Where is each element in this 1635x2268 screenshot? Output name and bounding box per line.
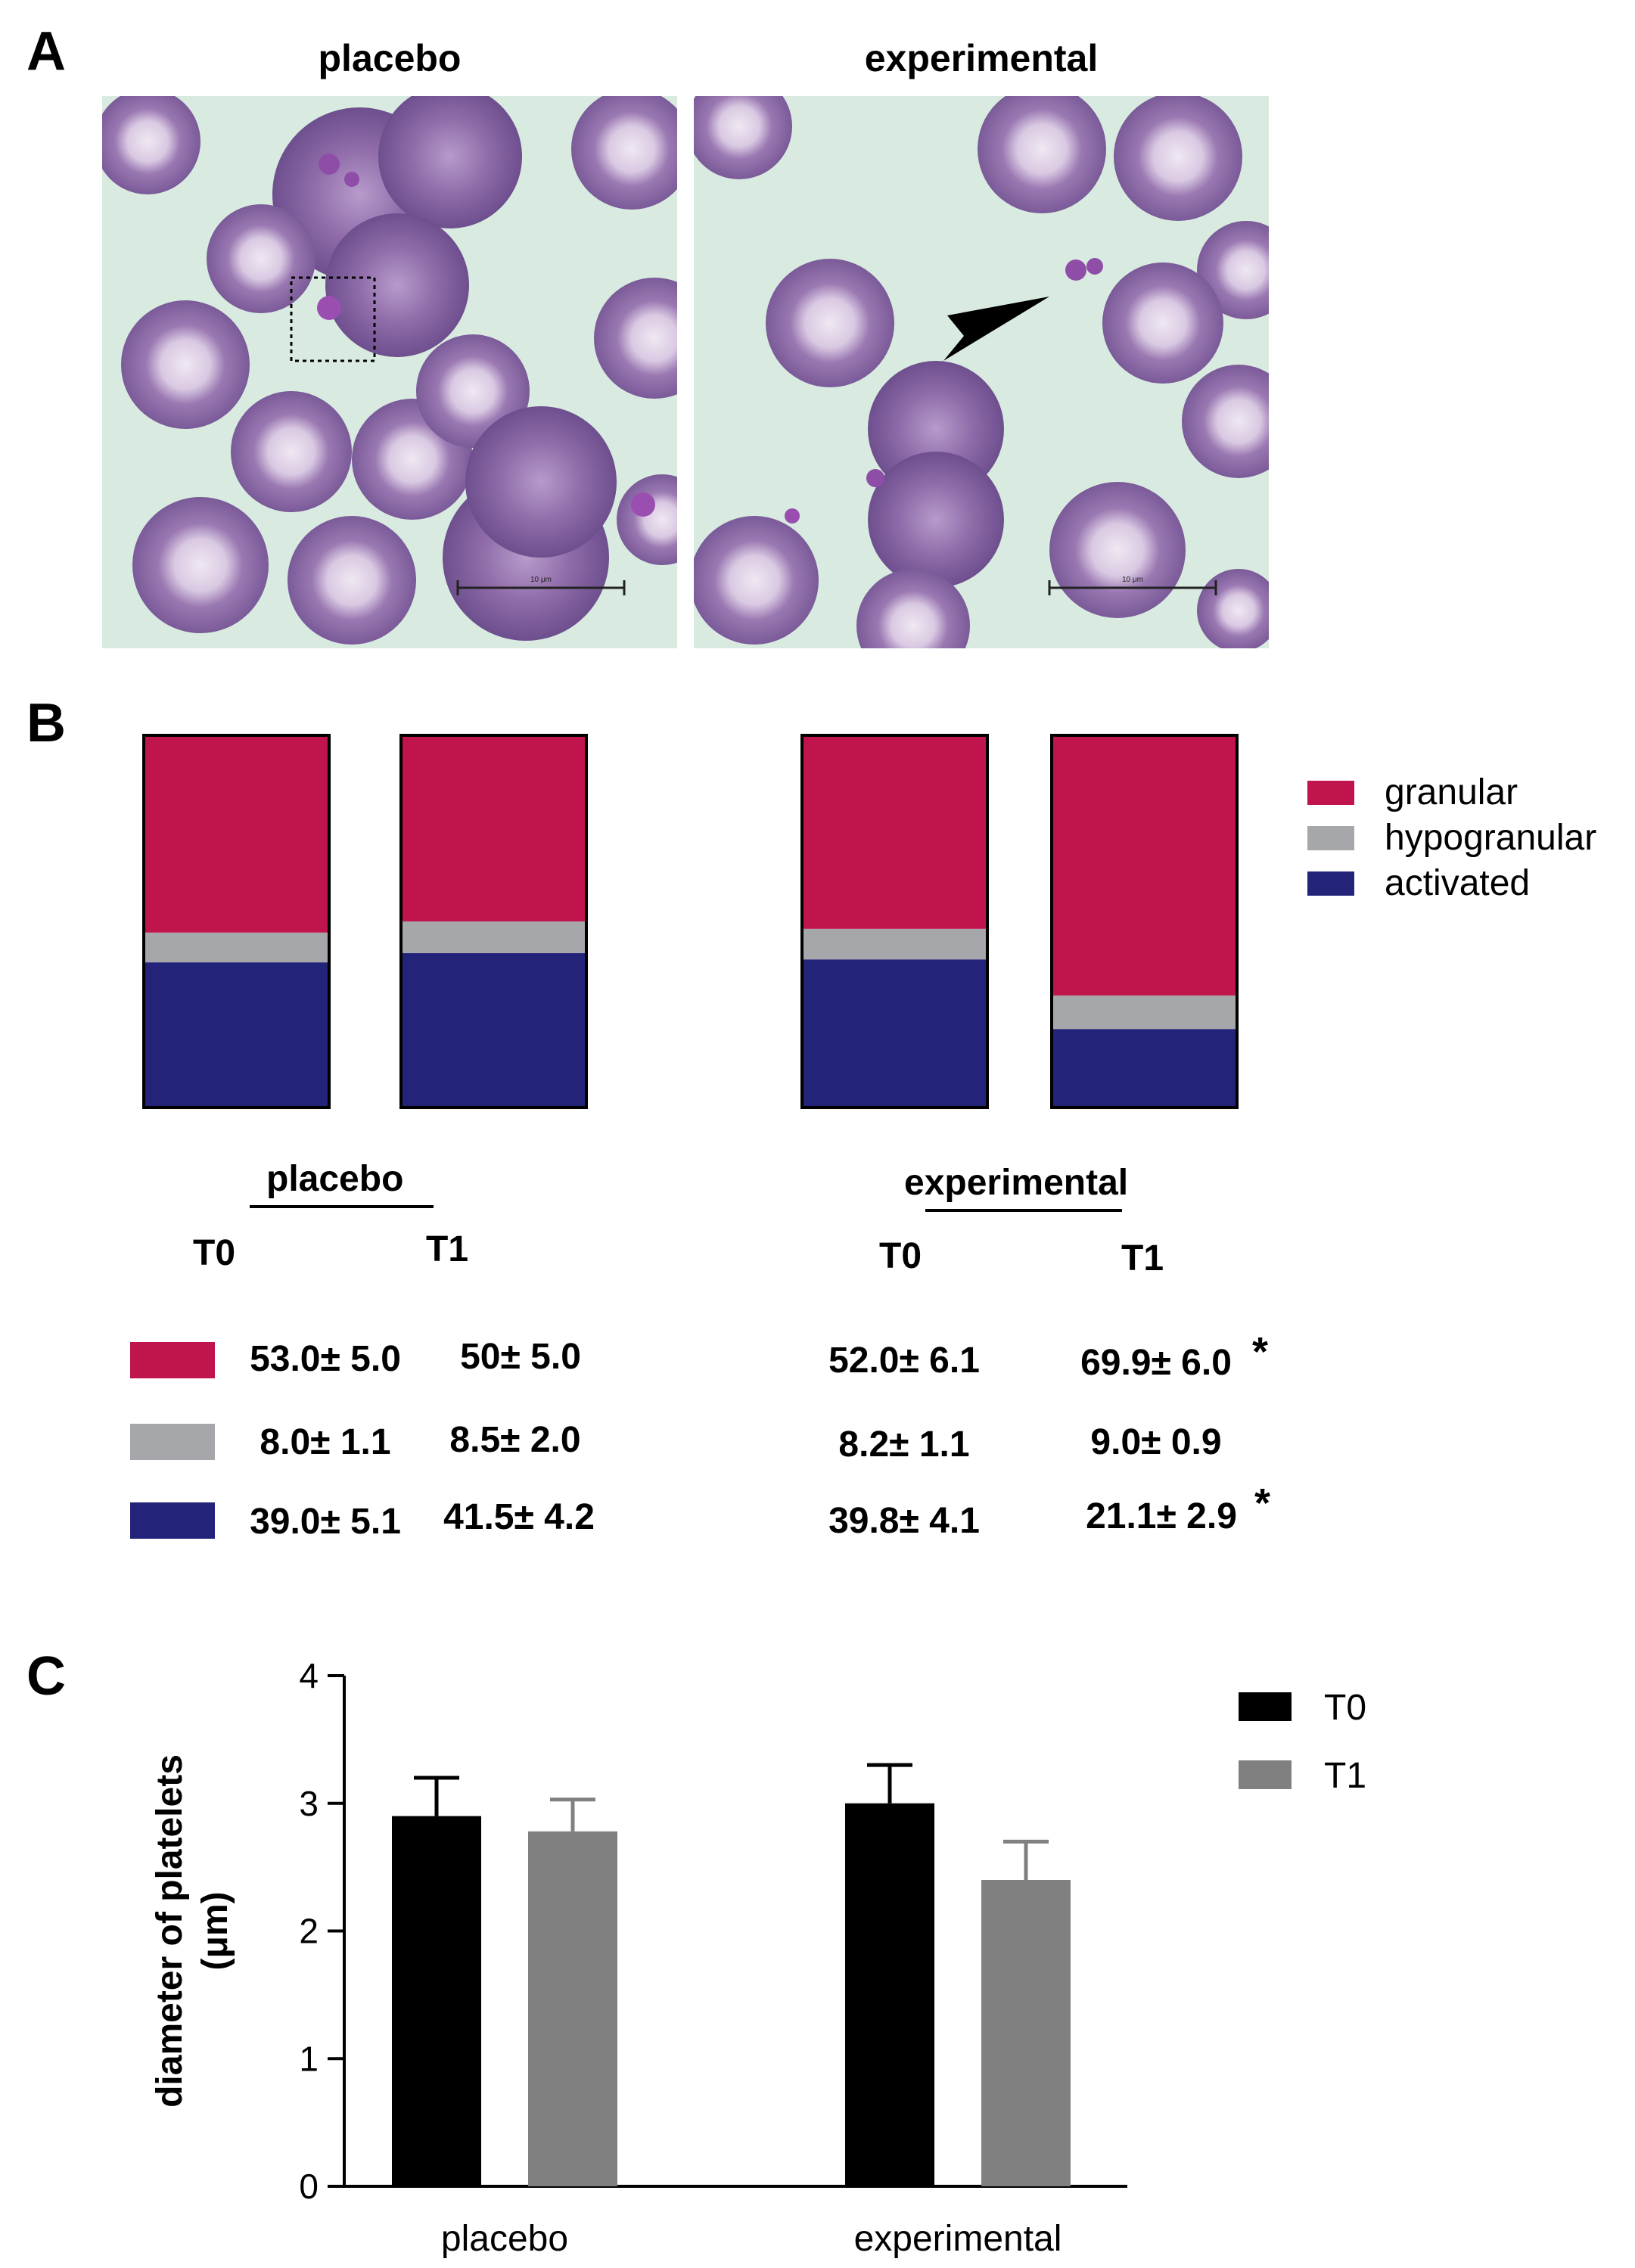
experimental-micrograph-drawing: 10 μm xyxy=(694,96,1269,648)
legend-swatch-t1 xyxy=(1239,1760,1292,1789)
y-tick-label-1: 1 xyxy=(299,2039,319,2078)
value-hypogranular-experimental-t1: 9.0± 0.9 xyxy=(1090,1422,1222,1462)
table-swatch-hypogranular xyxy=(130,1424,215,1460)
bar-segment-activated-experimental-t0 xyxy=(802,959,987,1108)
legend-label-activated: activated xyxy=(1385,863,1531,903)
panel-a-letter: A xyxy=(26,21,66,82)
placebo-micrograph-drawing: 10 μm xyxy=(102,96,677,645)
bar-placebo-t0 xyxy=(392,1816,481,2186)
time-label-placebo-t1: T1 xyxy=(426,1229,469,1269)
y-tick-label-3: 3 xyxy=(299,1784,319,1823)
bar-outline-placebo-t0 xyxy=(142,734,331,1109)
placebo-image-title: placebo xyxy=(318,37,462,79)
bar-segment-granular-experimental-t0 xyxy=(802,735,987,929)
value-hypogranular-experimental-t0: 8.2± 1.1 xyxy=(838,1424,970,1465)
legend-label-granular: granular xyxy=(1385,772,1518,812)
bar-segment-granular-placebo-t0 xyxy=(144,735,329,933)
table-swatch-granular xyxy=(130,1342,215,1378)
value-activated-experimental-t0: 39.8± 4.1 xyxy=(828,1501,980,1541)
bar-segment-activated-placebo-t0 xyxy=(144,962,329,1108)
y-tick-label-4: 4 xyxy=(299,1656,319,1695)
bar-segment-hypogranular-experimental-t1 xyxy=(1052,995,1237,1030)
value-granular-experimental-t1: 69.9± 6.0 xyxy=(1080,1343,1232,1383)
y-tick-label-2: 2 xyxy=(299,1912,319,1951)
x-tick-label-placebo: placebo xyxy=(441,2219,568,2259)
bar-outline-placebo-t1 xyxy=(399,734,588,1109)
significance-mark-activated: * xyxy=(1254,1480,1271,1526)
panel-c-letter: C xyxy=(26,1646,66,1707)
bar-segment-activated-experimental-t1 xyxy=(1052,1029,1237,1108)
value-activated-placebo-t1: 41.5± 4.2 xyxy=(443,1497,595,1537)
legend-label-hypogranular: hypogranular xyxy=(1385,818,1597,858)
bar-segment-hypogranular-placebo-t0 xyxy=(144,932,329,963)
group-underline-experimental xyxy=(925,1209,1122,1212)
legend-swatch-granular xyxy=(1307,781,1354,805)
legend-swatch-t0 xyxy=(1239,1692,1292,1721)
legend-swatch-activated xyxy=(1307,871,1354,896)
stacked-bar-chart xyxy=(142,734,1239,1109)
diameter-bar-chart: 0 1 2 3 4 diameter of platelets (μm) placebo exp… xyxy=(150,1656,1366,2259)
bar-segment-granular-experimental-t1 xyxy=(1052,735,1237,996)
value-activated-experimental-t1: 21.1± 2.9 xyxy=(1086,1496,1237,1536)
bar-outline-experimental-t0 xyxy=(800,734,989,1109)
time-label-placebo-t0: T0 xyxy=(193,1233,236,1273)
legend-label-t0: T0 xyxy=(1324,1688,1366,1728)
value-hypogranular-placebo-t0: 8.0± 1.1 xyxy=(260,1422,391,1462)
bar-outline-experimental-t1 xyxy=(1050,734,1239,1109)
value-granular-placebo-t1: 50± 5.0 xyxy=(460,1337,581,1377)
time-label-experimental-t0: T0 xyxy=(879,1236,922,1276)
bar-placebo-t1 xyxy=(528,1831,617,2186)
panel-b-letter: B xyxy=(26,693,66,753)
x-tick-label-experimental: experimental xyxy=(854,2219,1062,2259)
experimental-scale-label: 10 μm xyxy=(1122,576,1143,584)
bar-segment-activated-placebo-t1 xyxy=(401,952,586,1108)
bar-experimental-t0 xyxy=(845,1803,934,2186)
bar-segment-hypogranular-experimental-t0 xyxy=(802,928,987,960)
placebo-micrograph: 10 μm xyxy=(102,96,677,648)
group-label-experimental: experimental xyxy=(904,1163,1129,1203)
experimental-micrograph: 10 μm xyxy=(694,96,1269,648)
value-hypogranular-placebo-t1: 8.5± 2.0 xyxy=(449,1420,581,1460)
value-granular-experimental-t0: 52.0± 6.1 xyxy=(828,1341,980,1381)
placebo-scale-label: 10 μm xyxy=(530,576,552,584)
value-activated-placebo-t0: 39.0± 5.1 xyxy=(250,1502,401,1542)
bar-experimental-t1 xyxy=(981,1880,1071,2186)
group-label-placebo: placebo xyxy=(266,1159,404,1199)
bar-segment-granular-placebo-t1 xyxy=(401,735,586,921)
legend-swatch-hypogranular xyxy=(1307,826,1354,850)
table-swatch-activated xyxy=(130,1502,215,1539)
group-underline-placebo xyxy=(250,1205,434,1208)
value-granular-placebo-t0: 53.0± 5.0 xyxy=(250,1339,401,1379)
bar-segment-hypogranular-placebo-t1 xyxy=(401,921,586,953)
significance-mark-granular: * xyxy=(1252,1329,1269,1375)
legend-label-t1: T1 xyxy=(1324,1756,1366,1796)
time-label-experimental-t1: T1 xyxy=(1121,1238,1164,1278)
y-tick-label-0: 0 xyxy=(299,2167,319,2206)
y-axis-label: diameter of platelets (μm) xyxy=(150,1754,235,2108)
experimental-image-title: experimental xyxy=(864,37,1099,79)
